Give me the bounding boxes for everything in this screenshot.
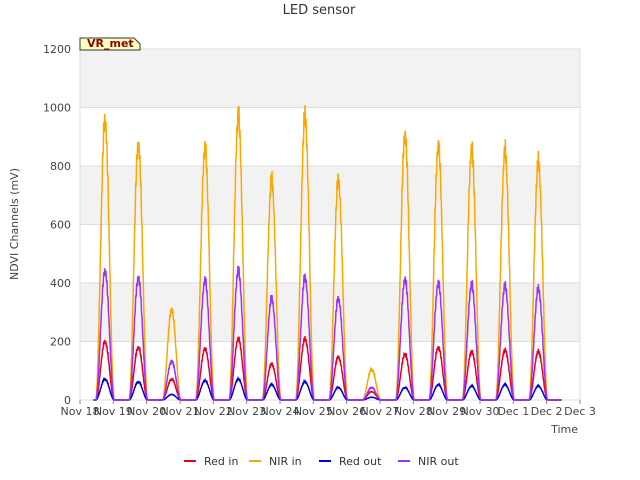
x-tick-label: Dec 1 [497,405,529,418]
series-line-nir-out [93,265,562,401]
legend-item: Red in [184,455,238,468]
y-tick-label: 1200 [43,43,71,56]
y-tick-label: 400 [50,277,71,290]
plot-background-bands [80,49,580,400]
plot-band [80,49,580,108]
x-tick-label: Nov 30 [461,405,500,418]
plot-band [80,283,580,342]
x-tick-label: Dec 2 [531,405,563,418]
x-tick-label: Nov 26 [327,405,366,418]
x-tick-label: Nov 20 [127,405,166,418]
y-axis-title: NDVI Channels (mV) [8,168,21,280]
x-tick-label: Nov 29 [427,405,466,418]
y-axis-ticks: 0 200 400 600 800 1000 1200 [43,43,71,407]
plot-band [80,224,580,283]
y-tick-label: 600 [50,219,71,232]
legend-item: NIR in [249,455,302,468]
badge-label: VR_met [87,37,134,50]
x-tick-label: Nov 19 [94,405,133,418]
x-tick-label: Nov 21 [161,405,200,418]
x-tick-label: Dec 3 [564,405,596,418]
legend-label: Red out [339,455,382,468]
plot-band [80,166,580,225]
x-tick-label: Nov 23 [227,405,266,418]
plot-band [80,107,580,166]
y-tick-label: 800 [50,160,71,173]
legend-item: NIR out [398,455,459,468]
x-tick-label: Nov 24 [261,405,300,418]
y-tick-label: 1000 [43,102,71,115]
legend-label: Red in [204,455,238,468]
x-tick-label: Nov 18 [61,405,100,418]
x-tick-label: Nov 28 [394,405,433,418]
chart-title: LED sensor [283,3,356,18]
y-tick-label: 0 [64,394,71,407]
x-tick-label: Nov 27 [361,405,400,418]
legend-item: Red out [319,455,382,468]
legend: Red in NIR in Red out NIR out [184,455,459,468]
x-axis-title: Time [550,423,578,436]
vr-met-badge: VR_met [79,37,141,51]
y-tick-label: 200 [50,336,71,349]
legend-label: NIR in [269,455,302,468]
x-tick-label: Nov 22 [194,405,233,418]
legend-label: NIR out [418,455,459,468]
x-tick-label: Nov 25 [294,405,333,418]
series-layer [93,105,562,401]
